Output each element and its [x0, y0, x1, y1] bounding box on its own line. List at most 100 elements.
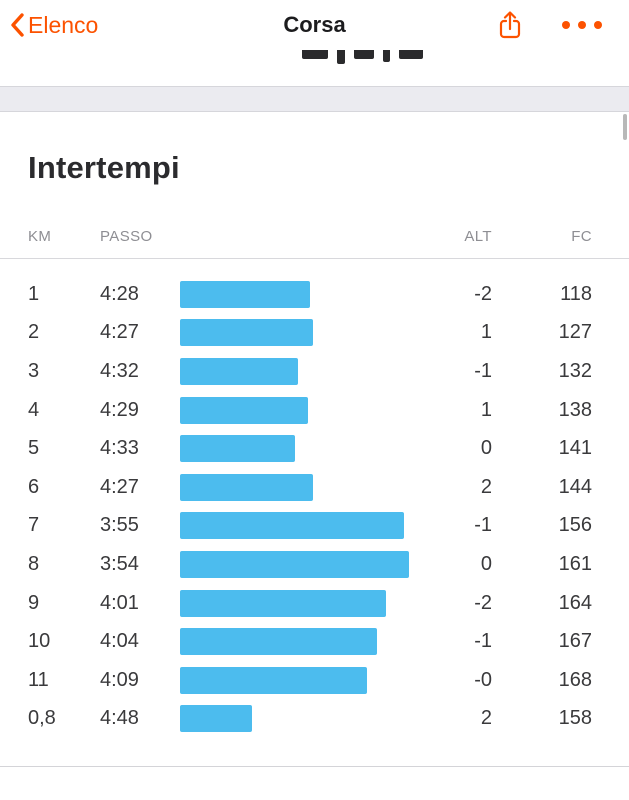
pace-bar [180, 319, 313, 347]
row-km: 7 [28, 514, 40, 537]
row-bar-track [180, 705, 420, 733]
row-bar-track [180, 666, 420, 694]
row-bar-track [180, 435, 420, 463]
row-bar-track [180, 473, 420, 501]
splits-title: Intertempi [28, 150, 180, 185]
column-header-km: KM [28, 228, 52, 245]
row-km: 3 [28, 359, 40, 382]
chevron-left-icon [10, 12, 25, 38]
row-bar-track [180, 357, 420, 385]
row-pace: 4:09 [100, 668, 139, 691]
row-fc: 132 [558, 359, 592, 382]
column-header-pace: PASSO [100, 228, 153, 245]
row-fc: 164 [558, 591, 592, 614]
row-alt: -1 [474, 359, 492, 382]
row-bar-track [180, 589, 420, 617]
table-row: 3 4:32 -1 132 [0, 352, 629, 391]
row-km: 8 [28, 552, 40, 575]
row-alt: 1 [480, 398, 492, 421]
pace-bar [180, 435, 295, 463]
pace-bar [180, 628, 378, 656]
row-fc: 167 [558, 630, 592, 653]
pace-bar [180, 396, 308, 424]
pace-bar [180, 666, 367, 694]
table-row: 4 4:29 1 138 [0, 391, 629, 430]
row-alt: -1 [474, 630, 492, 653]
row-bar-track [180, 512, 420, 540]
row-alt: -1 [474, 514, 492, 537]
row-bar-track [180, 550, 420, 578]
header-divider [0, 258, 629, 259]
table-bottom-divider [0, 766, 629, 768]
table-row: 5 4:33 0 141 [0, 429, 629, 468]
column-header-fc: FC [571, 228, 592, 245]
section-separator [0, 86, 629, 112]
share-icon [497, 10, 523, 40]
table-row: 11 4:09 -0 168 [0, 661, 629, 700]
row-fc: 144 [558, 475, 592, 498]
row-pace: 4:48 [100, 707, 139, 730]
column-header-alt: ALT [464, 228, 492, 245]
row-pace: 4:29 [100, 398, 139, 421]
row-km: 9 [28, 591, 40, 614]
row-km: 2 [28, 321, 40, 344]
row-pace: 4:27 [100, 475, 139, 498]
back-button-label: Elenco [28, 11, 99, 38]
back-button[interactable]: Elenco [10, 12, 98, 39]
clipped-content-strip [0, 50, 629, 86]
row-pace: 4:04 [100, 630, 139, 653]
share-button[interactable] [497, 10, 523, 40]
row-fc: 127 [558, 321, 592, 344]
row-pace: 4:32 [100, 359, 139, 382]
row-km: 0,8 [28, 707, 56, 730]
table-row: 10 4:04 -1 167 [0, 622, 629, 661]
row-alt: 0 [480, 437, 492, 460]
table-row: 6 4:27 2 144 [0, 468, 629, 507]
table-row: 1 4:28 -2 118 [0, 275, 629, 314]
row-pace: 3:55 [100, 514, 139, 537]
clipped-text-fragments [302, 50, 423, 66]
row-km: 1 [28, 282, 40, 305]
row-alt: 1 [480, 321, 492, 344]
row-alt: -2 [474, 591, 492, 614]
pace-bar [180, 357, 299, 385]
row-pace: 4:27 [100, 321, 139, 344]
row-alt: -2 [474, 282, 492, 305]
pace-bar [180, 512, 404, 540]
row-fc: 118 [560, 282, 592, 305]
row-pace: 3:54 [100, 552, 139, 575]
ellipsis-icon [561, 20, 603, 30]
row-pace: 4:01 [100, 591, 139, 614]
row-fc: 161 [558, 552, 592, 575]
scrollbar[interactable] [623, 114, 627, 140]
row-alt: -0 [474, 668, 492, 691]
row-bar-track [180, 396, 420, 424]
table-row: 8 3:54 0 161 [0, 545, 629, 584]
pace-bar [180, 705, 252, 733]
row-bar-track [180, 628, 420, 656]
row-km: 10 [28, 630, 51, 653]
row-fc: 168 [558, 668, 592, 691]
row-fc: 156 [558, 514, 592, 537]
row-alt: 2 [480, 475, 492, 498]
pace-bar [180, 589, 386, 617]
row-fc: 158 [558, 707, 592, 730]
row-bar-track [180, 280, 420, 308]
row-fc: 141 [558, 437, 592, 460]
row-bar-track [180, 319, 420, 347]
table-row: 0,8 4:48 2 158 [0, 700, 629, 739]
row-pace: 4:28 [100, 282, 139, 305]
row-km: 4 [28, 398, 40, 421]
row-pace: 4:33 [100, 437, 139, 460]
table-row: 7 3:55 -1 156 [0, 507, 629, 546]
row-fc: 138 [558, 398, 592, 421]
more-button[interactable] [561, 20, 603, 30]
pace-bar [180, 280, 311, 308]
table-row: 2 4:27 1 127 [0, 314, 629, 353]
row-km: 11 [28, 668, 49, 691]
row-alt: 2 [480, 707, 492, 730]
row-alt: 0 [480, 552, 492, 575]
row-km: 6 [28, 475, 40, 498]
pace-bar [180, 550, 409, 578]
